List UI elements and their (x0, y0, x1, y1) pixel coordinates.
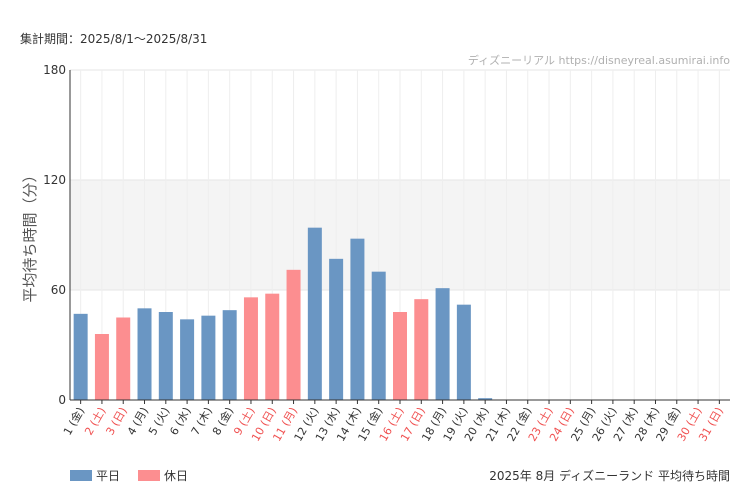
bar-13[interactable] (329, 258, 344, 400)
bar-8[interactable] (222, 310, 237, 400)
bar-11[interactable] (286, 269, 301, 400)
legend-item-holiday[interactable]: 休日 (138, 467, 188, 484)
y-tick-label: 0 (58, 393, 66, 407)
bar-6[interactable] (180, 319, 195, 400)
bar-2[interactable] (94, 334, 109, 400)
bar-4[interactable] (137, 308, 152, 400)
bar-3[interactable] (116, 317, 131, 401)
legend-label-weekday: 平日 (96, 469, 121, 483)
bar-18[interactable] (435, 288, 450, 400)
bar-20[interactable] (478, 398, 493, 400)
legend-swatch-weekday (70, 470, 92, 481)
y-axis-label: 平均待ち時間（分） (21, 167, 39, 302)
bar-1[interactable] (73, 313, 88, 400)
bar-14[interactable] (350, 238, 365, 400)
bar-16[interactable] (393, 312, 407, 400)
bar-19[interactable] (456, 304, 471, 400)
bar-17[interactable] (414, 299, 429, 400)
y-tick-label: 120 (43, 173, 66, 187)
y-tick-label: 180 (43, 63, 66, 77)
bar-15[interactable] (371, 271, 386, 400)
watermark: ディズニーリアル https://disneyreal.asumirai.inf… (468, 53, 730, 67)
legend: 平日 休日 (70, 467, 200, 484)
legend-item-weekday[interactable]: 平日 (70, 467, 120, 484)
bar-10[interactable] (265, 293, 280, 400)
legend-label-holiday: 休日 (164, 469, 189, 483)
bar-5[interactable] (158, 312, 173, 400)
bar-12[interactable] (307, 227, 322, 400)
period-label: 集計期間：2025/8/1〜2025/8/31 (20, 32, 208, 46)
bar-9[interactable] (243, 297, 258, 400)
legend-swatch-holiday (138, 470, 161, 481)
chart-title: 2025年 8月 ディズニーランド 平均待ち時間 (489, 469, 730, 483)
y-tick-label: 60 (51, 283, 66, 297)
bar-7[interactable] (201, 315, 216, 400)
